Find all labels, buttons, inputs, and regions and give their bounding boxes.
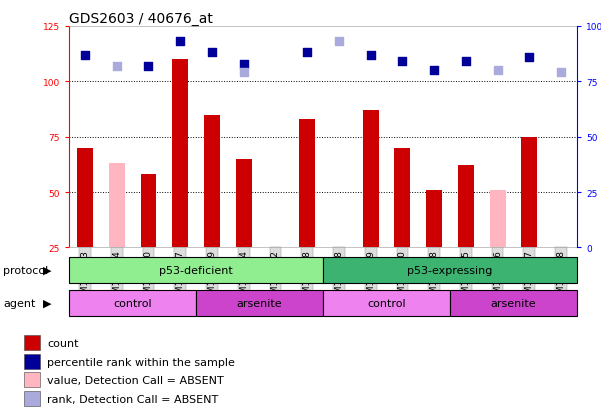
Point: [334, 39, 344, 45]
Point: [80, 52, 90, 59]
Text: agent: agent: [3, 298, 35, 308]
Point: [525, 55, 534, 61]
Bar: [299, 120, 315, 248]
Bar: [394, 148, 410, 248]
Text: arsenite: arsenite: [237, 298, 282, 308]
Bar: [77, 148, 93, 248]
Text: p53-expressing: p53-expressing: [407, 265, 493, 275]
Bar: [24, 354, 40, 369]
Point: [493, 68, 502, 74]
Bar: [69, 257, 323, 283]
Text: GDS2603 / 40676_at: GDS2603 / 40676_at: [69, 12, 213, 26]
Bar: [522, 138, 537, 248]
Bar: [24, 392, 40, 406]
Bar: [490, 190, 505, 248]
Text: count: count: [47, 338, 79, 348]
Point: [239, 70, 248, 76]
Bar: [204, 115, 220, 248]
Text: ▶: ▶: [43, 298, 51, 308]
Point: [557, 70, 566, 76]
Bar: [109, 164, 124, 248]
Text: protocol: protocol: [3, 265, 48, 275]
Bar: [69, 290, 196, 316]
Text: control: control: [113, 298, 152, 308]
Bar: [24, 373, 40, 387]
Point: [239, 61, 248, 68]
Point: [398, 59, 407, 66]
Bar: [196, 290, 323, 316]
Bar: [458, 166, 474, 248]
Bar: [426, 190, 442, 248]
Bar: [24, 335, 40, 350]
Bar: [141, 175, 156, 248]
Bar: [236, 159, 252, 248]
Point: [461, 59, 471, 66]
Bar: [323, 290, 450, 316]
Text: arsenite: arsenite: [490, 298, 536, 308]
Text: p53-deficient: p53-deficient: [159, 265, 233, 275]
Bar: [363, 111, 379, 248]
Point: [112, 63, 121, 70]
Point: [144, 63, 153, 70]
Text: value, Detection Call = ABSENT: value, Detection Call = ABSENT: [47, 375, 224, 385]
Point: [175, 39, 185, 45]
Bar: [323, 257, 577, 283]
Text: percentile rank within the sample: percentile rank within the sample: [47, 357, 235, 367]
Text: rank, Detection Call = ABSENT: rank, Detection Call = ABSENT: [47, 394, 219, 404]
Text: control: control: [367, 298, 406, 308]
Bar: [172, 60, 188, 248]
Point: [207, 50, 217, 57]
Text: ▶: ▶: [43, 265, 51, 275]
Point: [366, 52, 376, 59]
Point: [302, 50, 312, 57]
Bar: [450, 290, 577, 316]
Point: [429, 68, 439, 74]
